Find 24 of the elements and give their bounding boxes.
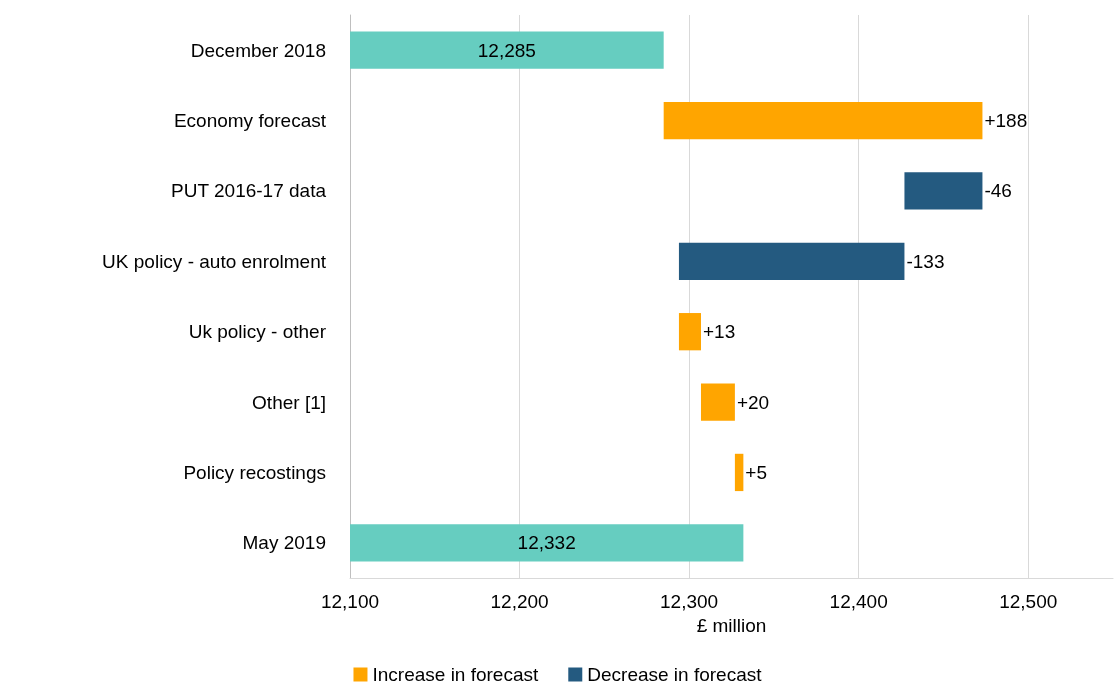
- y-tick-label: Economy forecast: [173, 110, 327, 132]
- y-tick-label: May 2019: [242, 532, 326, 554]
- y-tick-label: Uk policy - other: [188, 321, 327, 343]
- text: +188: [984, 110, 1028, 132]
- y-tick-label: Other [1]: [252, 391, 326, 413]
- x-tick-label: 12,400: [829, 591, 888, 612]
- legend-label: Decrease in forecast: [587, 664, 763, 685]
- y-tick-label: December 2018: [190, 39, 326, 61]
- x-tick-label: 12,300: [660, 591, 719, 612]
- text: 12,332: [517, 532, 576, 554]
- y-tick-label: PUT 2016-17 data: [171, 180, 327, 202]
- text: +5: [745, 461, 768, 483]
- text: -46: [984, 180, 1012, 202]
- text: +20: [736, 391, 770, 413]
- x-tick-label: 12,100: [320, 591, 380, 612]
- y-tick-label: Policy recostings: [183, 461, 326, 483]
- text: 12,285: [477, 39, 536, 61]
- legend-label: Increase in forecast: [372, 664, 539, 685]
- x-tick-label: 12,500: [999, 591, 1058, 612]
- x-axis-title: £ million: [696, 615, 767, 636]
- y-tick-label: UK policy - auto enrolment: [102, 250, 327, 272]
- x-tick-label: 12,200: [490, 591, 549, 612]
- text: +13: [702, 321, 736, 343]
- text: -133: [906, 250, 945, 272]
